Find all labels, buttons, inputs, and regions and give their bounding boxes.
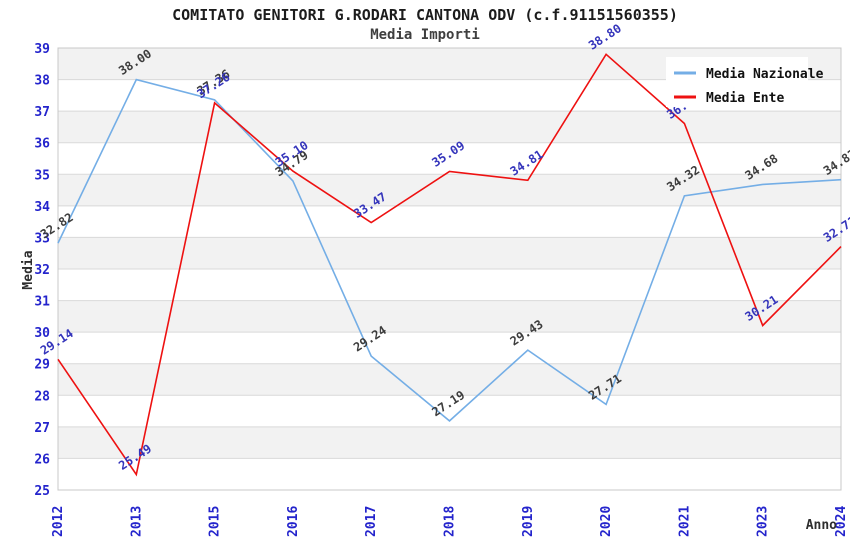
y-tick-label: 32 <box>34 263 50 278</box>
x-tick-label: 2016 <box>286 506 301 537</box>
y-tick-label: 39 <box>34 42 50 57</box>
x-tick-label: 2021 <box>677 506 692 537</box>
x-tick-label: 2019 <box>521 506 536 537</box>
y-tick-label: 30 <box>34 326 50 341</box>
plot-band <box>58 300 841 333</box>
x-tick-label: 2018 <box>443 506 458 537</box>
x-tick-label: 2020 <box>599 506 614 537</box>
plot-band <box>58 237 841 269</box>
legend-label-media-ente: Media Ente <box>706 91 784 106</box>
y-tick-label: 25 <box>34 484 50 499</box>
x-tick-label: 2024 <box>834 506 849 537</box>
y-tick-label: 31 <box>34 295 50 310</box>
series-line-media-ente <box>57 53 842 477</box>
chart-title: COMITATO GENITORI G.RODARI CANTONA ODV (… <box>172 6 678 24</box>
plot-border <box>57 47 842 491</box>
x-tick-label: 2012 <box>51 506 66 537</box>
legend-box <box>666 57 808 107</box>
plot-band <box>58 142 841 175</box>
y-tick-label: 26 <box>34 452 50 467</box>
y-tick-label: 36 <box>34 137 50 152</box>
y-tick-label: 29 <box>34 358 50 373</box>
x-axis-title: Anno <box>806 518 837 533</box>
y-tick-label: 38 <box>34 74 50 89</box>
chart-subtitle: Media Importi <box>370 27 480 43</box>
plot-band <box>58 111 841 143</box>
y-axis-title: Media <box>21 250 36 289</box>
x-tick-label: 2013 <box>129 506 144 537</box>
plot-band <box>58 332 841 364</box>
plot-band <box>58 458 841 490</box>
y-tick-label: 27 <box>34 421 50 436</box>
plot-band <box>58 269 841 301</box>
y-tick-label: 37 <box>34 105 50 120</box>
x-tick-label: 2015 <box>208 506 223 537</box>
legend-label-media-nazionale: Media Nazionale <box>706 67 824 82</box>
y-tick-label: 35 <box>34 168 50 183</box>
y-tick-label: 34 <box>34 200 50 215</box>
x-tick-label: 2023 <box>756 506 771 537</box>
plot-band <box>58 426 841 459</box>
plot-band <box>58 363 841 396</box>
plot-band <box>58 205 841 238</box>
y-tick-label: 33 <box>34 231 50 246</box>
x-tick-label: 2017 <box>364 506 379 537</box>
y-tick-label: 28 <box>34 389 50 404</box>
